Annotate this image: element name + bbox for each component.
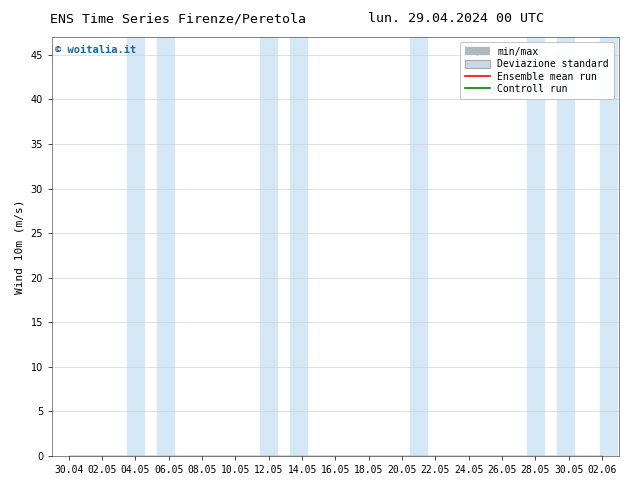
Bar [261,37,277,456]
Text: © woitalia.it: © woitalia.it [55,46,136,55]
Bar [290,37,307,456]
Bar [600,37,617,456]
Text: lun. 29.04.2024 00 UTC: lun. 29.04.2024 00 UTC [368,12,545,25]
Bar [410,37,427,456]
Bar [557,37,574,456]
Bar [157,37,174,456]
Legend: min/max, Deviazione standard, Ensemble mean run, Controll run: min/max, Deviazione standard, Ensemble m… [460,42,614,99]
Bar [127,37,144,456]
Text: ENS Time Series Firenze/Peretola: ENS Time Series Firenze/Peretola [49,12,306,25]
Bar [527,37,544,456]
Y-axis label: Wind 10m (m/s): Wind 10m (m/s) [15,199,25,294]
